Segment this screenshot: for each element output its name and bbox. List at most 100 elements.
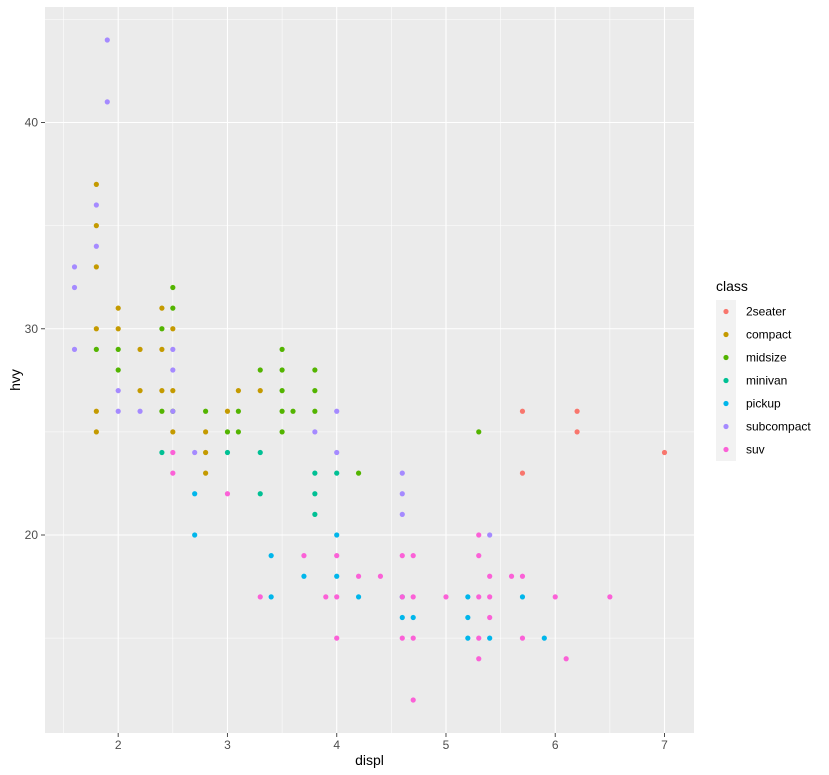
legend-point-subcompact bbox=[723, 423, 729, 430]
data-point-midsize bbox=[170, 284, 176, 291]
data-point-midsize bbox=[93, 346, 99, 352]
x-tick-label: 6 bbox=[552, 738, 559, 752]
data-point-suv bbox=[224, 491, 231, 497]
data-point-suv bbox=[487, 594, 493, 600]
data-point-midsize bbox=[279, 346, 285, 352]
legend: class 2seater compact midsize minivan pickup… bbox=[716, 278, 811, 461]
data-point-minivan bbox=[312, 470, 318, 476]
legend-point-compact bbox=[723, 331, 729, 338]
data-point-midsize bbox=[312, 388, 318, 394]
data-point-subcompact bbox=[334, 408, 340, 414]
data-point-2seater bbox=[519, 470, 526, 476]
data-point-minivan bbox=[312, 511, 318, 517]
data-point-subcompact bbox=[115, 408, 121, 414]
data-point-compact bbox=[93, 408, 99, 414]
data-point-2seater bbox=[661, 449, 668, 456]
x-tick-label: 3 bbox=[224, 738, 231, 752]
data-point-minivan bbox=[224, 449, 231, 456]
y-tick-label: 30 bbox=[25, 322, 39, 336]
data-point-midsize bbox=[170, 305, 176, 311]
data-point-compact bbox=[235, 388, 241, 394]
data-point-suv bbox=[487, 573, 493, 579]
data-point-pickup bbox=[399, 614, 405, 621]
data-point-subcompact bbox=[104, 37, 110, 43]
data-point-suv bbox=[399, 635, 405, 641]
data-point-suv bbox=[399, 594, 405, 600]
data-point-suv bbox=[476, 532, 482, 538]
data-point-subcompact bbox=[399, 511, 405, 517]
data-point-suv bbox=[476, 553, 482, 559]
data-point-midsize bbox=[115, 367, 121, 373]
data-point-subcompact bbox=[399, 491, 405, 497]
data-point-subcompact bbox=[137, 408, 143, 414]
data-point-compact bbox=[170, 429, 176, 435]
data-point-minivan bbox=[312, 491, 318, 497]
data-point-compact bbox=[170, 326, 176, 332]
data-point-compact bbox=[93, 264, 99, 270]
data-point-minivan bbox=[257, 449, 263, 456]
data-point-suv bbox=[563, 656, 569, 662]
data-point-2seater bbox=[574, 408, 580, 414]
data-point-midsize bbox=[257, 367, 263, 373]
data-point-suv bbox=[476, 635, 482, 641]
x-tick-label: 4 bbox=[333, 738, 340, 752]
data-point-suv bbox=[301, 553, 307, 559]
data-point-compact bbox=[159, 346, 165, 352]
data-point-suv bbox=[519, 573, 526, 579]
data-point-pickup bbox=[465, 614, 471, 621]
y-tick-label: 20 bbox=[25, 528, 39, 542]
data-point-suv bbox=[355, 573, 362, 579]
data-point-pickup bbox=[410, 614, 416, 621]
data-point-midsize bbox=[312, 367, 318, 373]
y-tick-label: 40 bbox=[25, 116, 39, 130]
legend-label-midsize: midsize bbox=[746, 351, 787, 365]
data-point-midsize bbox=[312, 408, 318, 414]
data-point-pickup bbox=[192, 532, 198, 538]
y-axis-ticks: 20 30 40 bbox=[25, 116, 45, 542]
data-point-subcompact bbox=[487, 532, 493, 538]
data-point-subcompact bbox=[71, 284, 78, 291]
data-point-midsize bbox=[279, 367, 285, 373]
data-point-subcompact bbox=[104, 99, 110, 105]
data-point-subcompact bbox=[71, 264, 78, 270]
data-point-suv bbox=[508, 573, 515, 579]
x-tick-label: 2 bbox=[115, 738, 122, 752]
data-point-pickup bbox=[465, 594, 471, 600]
data-point-suv bbox=[476, 594, 482, 600]
data-point-suv bbox=[487, 614, 493, 621]
data-point-suv bbox=[334, 553, 340, 559]
data-point-suv bbox=[410, 594, 416, 600]
data-point-pickup bbox=[268, 594, 274, 600]
data-point-midsize bbox=[235, 429, 241, 435]
data-point-midsize bbox=[115, 346, 121, 352]
data-point-pickup bbox=[192, 491, 198, 497]
data-point-subcompact bbox=[399, 470, 405, 476]
legend-label-compact: compact bbox=[746, 328, 792, 342]
data-point-subcompact bbox=[93, 202, 99, 208]
data-point-2seater bbox=[519, 408, 526, 414]
data-point-midsize bbox=[279, 388, 285, 394]
minor-gridlines bbox=[45, 7, 694, 733]
data-point-pickup bbox=[334, 573, 340, 579]
data-point-compact bbox=[257, 388, 263, 394]
data-point-subcompact bbox=[115, 388, 121, 394]
data-point-suv bbox=[323, 594, 329, 600]
data-point-compact bbox=[93, 181, 99, 187]
data-point-compact bbox=[93, 429, 99, 435]
data-point-compact bbox=[93, 223, 99, 229]
y-axis-title: hvy bbox=[7, 369, 23, 391]
data-point-pickup bbox=[301, 573, 307, 579]
data-point-2seater bbox=[574, 429, 580, 435]
data-point-pickup bbox=[519, 594, 526, 600]
legend-point-2seater bbox=[723, 308, 729, 315]
data-point-suv bbox=[607, 594, 613, 600]
data-point-compact bbox=[137, 388, 143, 394]
data-point-subcompact bbox=[170, 367, 176, 373]
legend-label-2seater: 2seater bbox=[746, 305, 786, 319]
data-point-midsize bbox=[279, 408, 285, 414]
data-point-suv bbox=[476, 656, 482, 662]
legend-title: class bbox=[716, 278, 748, 294]
data-point-midsize bbox=[159, 408, 165, 414]
data-point-midsize bbox=[355, 470, 362, 476]
data-point-pickup bbox=[334, 532, 340, 538]
